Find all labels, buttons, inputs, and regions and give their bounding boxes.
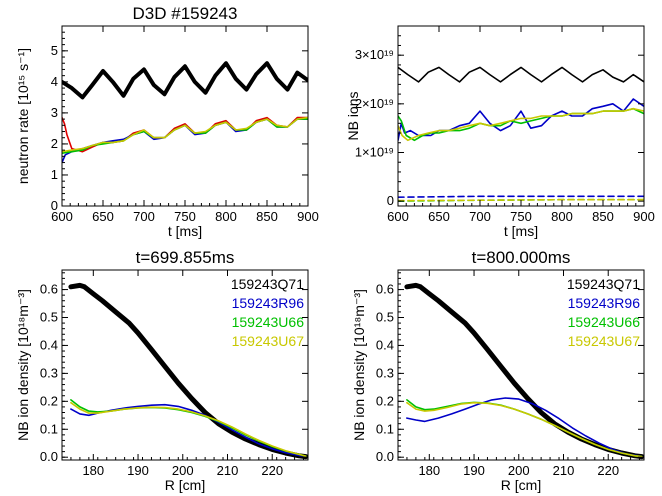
legend-entry: 159243R96 xyxy=(232,295,305,311)
y-tick-label: 0.0 xyxy=(376,449,394,464)
y-axis-label: neutron rate [10¹⁵ s⁻¹] xyxy=(15,48,31,184)
x-tick-label: 600 xyxy=(51,209,73,224)
x-axis-label: t [ms] xyxy=(504,223,538,239)
y-tick-label: 0.2 xyxy=(376,393,394,408)
x-tick-label: 650 xyxy=(428,209,450,224)
y-tick-label: 3 xyxy=(51,105,58,120)
series-line-4 xyxy=(398,107,644,142)
y-tick-label: 5 xyxy=(51,43,58,58)
legend-entry: 159243U66 xyxy=(568,314,641,330)
x-tick-label: 600 xyxy=(387,209,409,224)
x-tick-label: 850 xyxy=(256,209,278,224)
series-line-5 xyxy=(398,195,644,198)
x-axis-label: t [ms] xyxy=(168,223,202,239)
y-tick-label: 0.5 xyxy=(40,310,58,325)
y-tick-label: 0.3 xyxy=(40,365,58,380)
x-tick-label: 200 xyxy=(508,463,530,478)
plot-frame xyxy=(61,269,309,461)
legend-entry: 159243U67 xyxy=(232,333,305,349)
panel-3: 180 190 200 210 220 0.0 0.1 0.2 0.3 0.4 0.5 0.6 t=69… xyxy=(15,248,309,493)
series-line-1 xyxy=(62,61,308,100)
x-axis-label: R [cm] xyxy=(501,477,541,493)
x-tick-label: 200 xyxy=(172,463,194,478)
series-line-2 xyxy=(62,116,308,153)
y-tick-label: 0.5 xyxy=(376,310,394,325)
y-tick-label: 0.1 xyxy=(40,421,58,436)
chart-title: D3D #159243 xyxy=(133,4,238,23)
x-axis-label: R [cm] xyxy=(165,477,205,493)
chart-title: t=800.000ms xyxy=(472,248,571,267)
y-tick-label: 4 xyxy=(51,74,58,89)
x-tick-label: 220 xyxy=(597,463,619,478)
legend-entry: 159243Q71 xyxy=(231,276,304,292)
y-tick-label: 2 xyxy=(51,136,58,151)
y-tick-label: 3×10¹⁹ xyxy=(355,47,394,62)
y-tick-label: 0.1 xyxy=(376,421,394,436)
y-tick-label: 0.2 xyxy=(40,393,58,408)
x-tick-label: 750 xyxy=(510,209,532,224)
x-tick-label: 800 xyxy=(215,209,237,224)
series-line-2 xyxy=(398,98,644,142)
x-tick-label: 180 xyxy=(82,463,104,478)
x-tick-label: 190 xyxy=(127,463,149,478)
y-axis-label: NB ion density [10¹⁸m⁻³] xyxy=(15,289,31,441)
legend-entry: 159243U66 xyxy=(232,314,305,330)
series-line-5 xyxy=(62,116,308,153)
x-tick-label: 900 xyxy=(633,209,655,224)
x-tick-label: 180 xyxy=(418,463,440,478)
series-line-3 xyxy=(398,107,644,142)
x-tick-label: 700 xyxy=(133,209,155,224)
y-tick-label: 0.4 xyxy=(40,337,58,352)
x-tick-label: 190 xyxy=(463,463,485,478)
plot-frame xyxy=(61,25,309,207)
legend-entry: 159243U67 xyxy=(568,333,641,349)
series-line-1 xyxy=(404,282,644,460)
panel-2: 600 650 700 750 800 850 900 0 1×10¹⁹ 2×10¹⁹ 3×10¹⁹… xyxy=(345,25,655,239)
panel-1: 600 650 700 750 800 850 900 0 1 2 3 4 5 D3D #159243 t … xyxy=(15,4,319,239)
y-axis-label: NB ion density [10¹⁸m⁻³] xyxy=(351,289,367,441)
series-line-1 xyxy=(398,66,644,83)
y-tick-label: 0.0 xyxy=(40,449,58,464)
y-axis-label: NB ions xyxy=(345,91,361,140)
y-tick-label: 0.3 xyxy=(376,365,394,380)
y-tick-label: 0.6 xyxy=(376,282,394,297)
series-line-1 xyxy=(68,282,308,460)
series-line-4 xyxy=(70,401,307,457)
x-tick-label: 800 xyxy=(551,209,573,224)
y-tick-label: 2×10¹⁹ xyxy=(355,96,394,111)
x-tick-label: 650 xyxy=(92,209,114,224)
plot-frame xyxy=(397,269,645,461)
x-tick-label: 700 xyxy=(469,209,491,224)
panel-4: 180 190 200 210 220 0.0 0.1 0.2 0.3 0.4 0.5 0.6 t=80… xyxy=(351,248,645,493)
x-tick-label: 220 xyxy=(261,463,283,478)
x-tick-label: 900 xyxy=(297,209,319,224)
legend-entry: 159243Q71 xyxy=(567,276,640,292)
y-tick-label: 1×10¹⁹ xyxy=(355,144,394,159)
x-tick-label: 210 xyxy=(553,463,575,478)
y-tick-label: 0 xyxy=(51,198,58,213)
y-tick-label: 0 xyxy=(387,193,394,208)
x-tick-label: 210 xyxy=(217,463,239,478)
chart-title: t=699.855ms xyxy=(136,248,235,267)
x-tick-label: 850 xyxy=(592,209,614,224)
legend-entry: 159243R96 xyxy=(568,295,641,311)
plot-frame xyxy=(397,25,645,207)
y-tick-label: 0.4 xyxy=(376,337,394,352)
y-tick-label: 0.6 xyxy=(40,282,58,297)
x-tick-label: 750 xyxy=(174,209,196,224)
y-tick-label: 1 xyxy=(51,167,58,182)
series-line-4 xyxy=(406,401,643,458)
series-line-2 xyxy=(406,397,643,458)
